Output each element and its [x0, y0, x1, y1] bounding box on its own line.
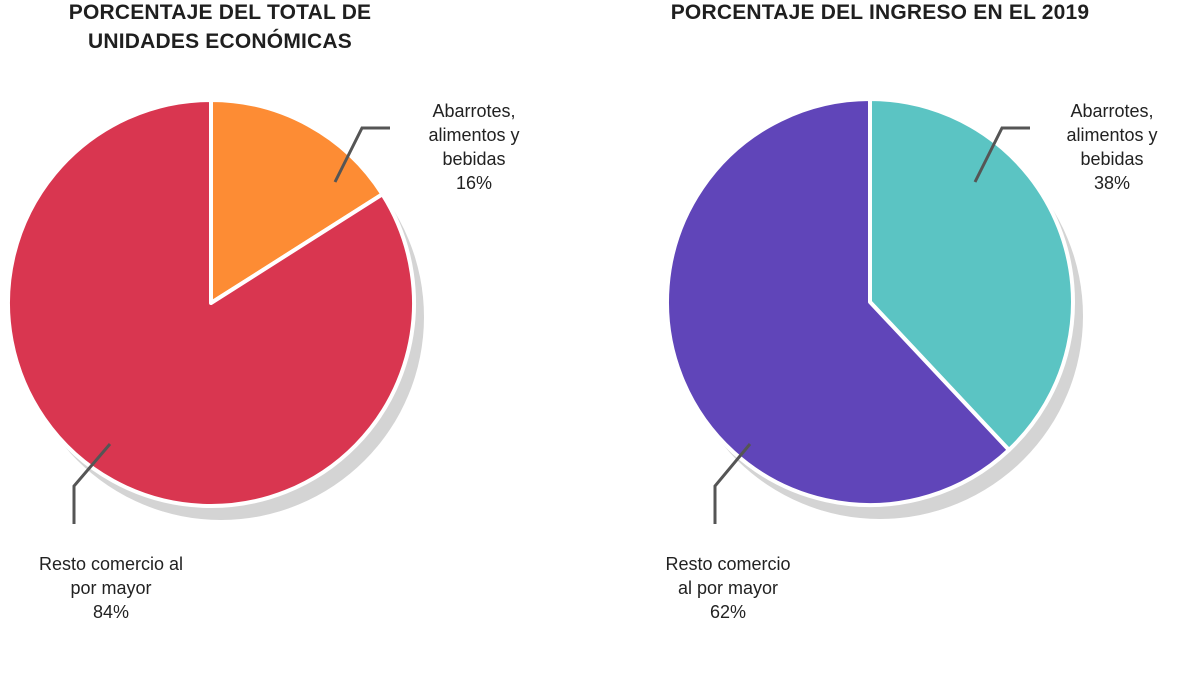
chart-title-units: PORCENTAJE DEL TOTAL DE UNIDADES ECONÓMI… [68, 1, 372, 53]
leader-line [333, 126, 390, 183]
pie-chart-0: Abarrotes, alimentos y bebidas 16% Resto com… [6, 98, 520, 622]
slice-label-line: por mayor [70, 578, 151, 598]
slice-label: Abarrotes, alimentos y bebidas 16% [428, 101, 519, 193]
slice-label-line: alimentos y [1066, 125, 1157, 145]
leader-line [973, 126, 1030, 183]
chart-title-income: PORCENTAJE DEL INGRESO EN EL 2019 [670, 1, 1090, 24]
slice-value-label: 38% [1094, 173, 1130, 193]
slice-label: Resto comercio al por mayor 62% [665, 554, 790, 622]
slice-label-line: Resto comercio al [39, 554, 183, 574]
pie-slice [6, 98, 416, 508]
pie-slice [664, 97, 1011, 507]
slice-label-line: Resto comercio [665, 554, 790, 574]
slice-label-line: Abarrotes, [432, 101, 515, 121]
slice-value-label: 16% [456, 173, 492, 193]
slice-label-line: alimentos y [428, 125, 519, 145]
pie-slice [209, 98, 385, 305]
pie-chart-1: Abarrotes, alimentos y bebidas 38% Resto com… [664, 97, 1158, 622]
slice-label-line: Abarrotes, [1070, 101, 1153, 121]
pie-slice [868, 97, 1075, 452]
leader-line [713, 443, 752, 524]
slice-value-label: 62% [710, 602, 746, 622]
slice-value-label: 84% [93, 602, 129, 622]
slice-label: Abarrotes, alimentos y bebidas 38% [1066, 101, 1157, 193]
slice-label-line: al por mayor [678, 578, 778, 598]
slice-label: Resto comercio al por mayor 84% [39, 554, 183, 622]
slice-label-line: bebidas [442, 149, 505, 169]
slice-label-line: bebidas [1080, 149, 1143, 169]
leader-line [72, 443, 112, 524]
